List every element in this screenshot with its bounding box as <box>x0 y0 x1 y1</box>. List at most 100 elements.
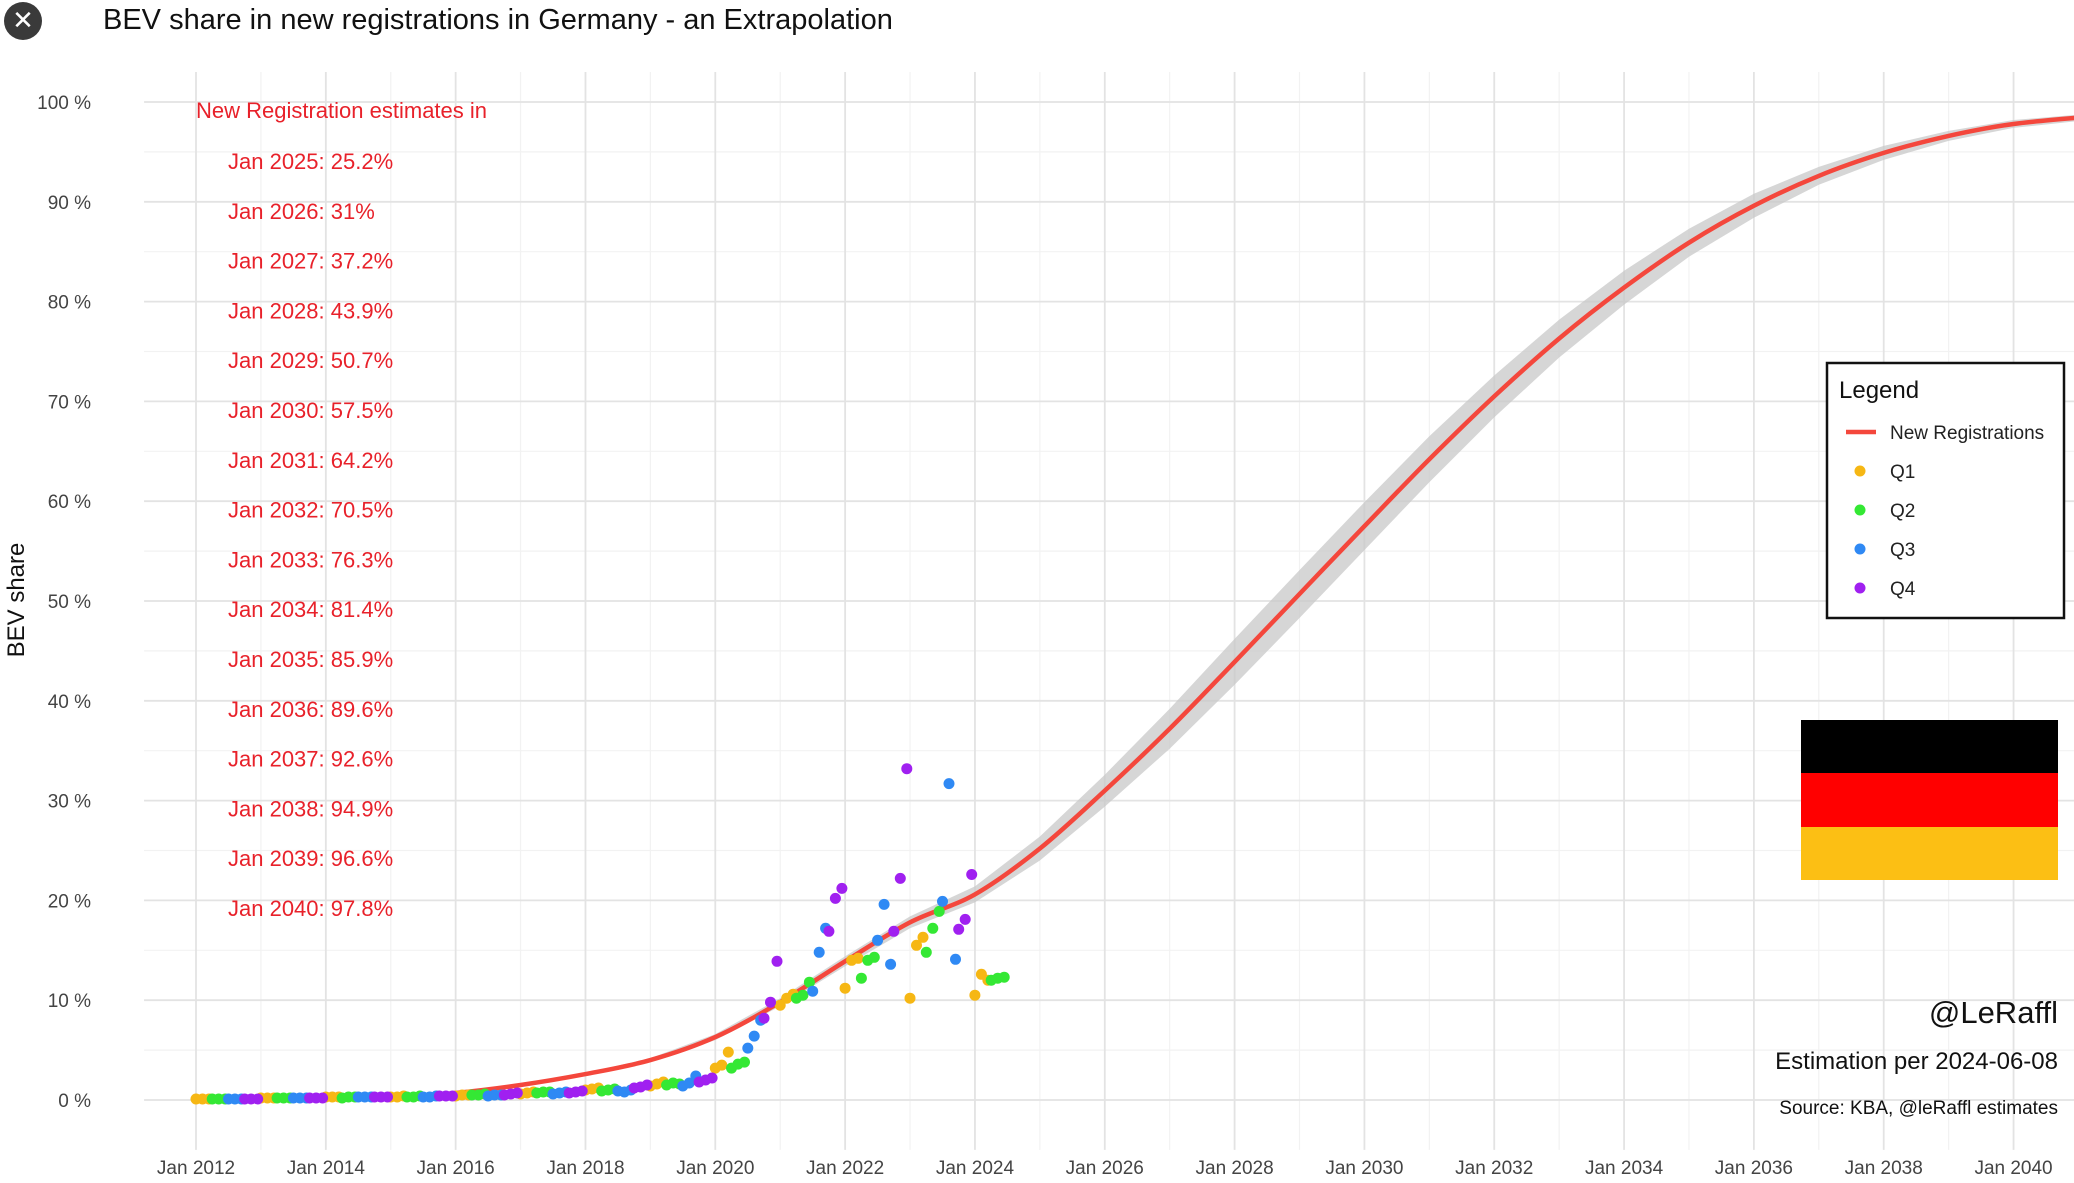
confidence-band <box>196 114 2074 1100</box>
x-tick-label: Jan 2032 <box>1455 1158 1533 1179</box>
y-tick-label: 40 % <box>48 692 91 713</box>
data-point-q4 <box>829 892 841 904</box>
x-tick-label: Jan 2012 <box>157 1158 235 1179</box>
x-axis-ticks: Jan 2012 Jan 2014 Jan 2016 Jan 2018 Jan 2020… <box>157 1158 2053 1179</box>
legend-key-point <box>1854 543 1866 555</box>
legend-key-point <box>1854 465 1866 477</box>
data-point-q4 <box>953 923 965 935</box>
y-tick-label: 100 % <box>37 93 91 114</box>
estimate-label: Jan 2033: 76.3% <box>228 547 393 572</box>
data-point-q4 <box>511 1087 523 1099</box>
estimate-label: Jan 2029: 50.7% <box>228 348 393 373</box>
data-point-q4 <box>706 1072 718 1084</box>
data-point-q4 <box>317 1092 329 1104</box>
legend-key-point <box>1854 582 1866 594</box>
data-points <box>190 763 1010 1105</box>
close-icon[interactable]: ✕ <box>12 5 34 35</box>
data-point-q3 <box>937 895 948 907</box>
data-point-q3 <box>742 1042 754 1054</box>
legend: Legend New Registrations Q1 Q2 Q3 Q4 <box>1825 361 2066 620</box>
y-tick-label: 10 % <box>48 991 91 1012</box>
data-point-q4 <box>823 925 835 937</box>
estimates-header: New Registration estimates in <box>196 98 487 123</box>
estimate-label: Jan 2028: 43.9% <box>228 298 393 323</box>
source-note: Source: KBA, @leRaffl estimates <box>1779 1098 2058 1119</box>
data-point-q2 <box>998 971 1010 983</box>
y-tick-label: 60 % <box>48 492 91 513</box>
estimate-label: Jan 2039: 96.6% <box>228 846 393 871</box>
data-point-q3 <box>683 1077 695 1089</box>
data-point-q1 <box>716 1059 728 1071</box>
grid <box>144 72 2074 1150</box>
data-point-q3 <box>807 985 819 997</box>
data-point-q4 <box>382 1091 393 1103</box>
data-point-q2 <box>797 989 809 1001</box>
x-tick-label: Jan 2038 <box>1845 1158 1923 1179</box>
confidence-band-area <box>196 114 2074 1100</box>
data-point-q2 <box>855 972 867 984</box>
data-point-q1 <box>852 952 864 964</box>
y-axis-label: BEV share <box>3 543 30 658</box>
estimate-label: Jan 2040: 97.8% <box>228 896 393 921</box>
x-tick-label: Jan 2024 <box>936 1158 1015 1179</box>
data-point-q3 <box>813 946 825 958</box>
y-tick-label: 70 % <box>48 392 91 413</box>
data-point-q3 <box>943 778 955 790</box>
data-point-q4 <box>641 1079 653 1091</box>
data-point-q1 <box>722 1046 734 1058</box>
x-tick-label: Jan 2036 <box>1715 1158 1793 1179</box>
close-button[interactable]: ✕ <box>4 2 42 40</box>
x-tick-label: Jan 2020 <box>676 1158 754 1179</box>
x-tick-label: Jan 2030 <box>1325 1158 1403 1179</box>
chart-title: BEV share in new registrations in German… <box>103 4 893 36</box>
data-point-q3 <box>872 934 884 946</box>
data-point-q1 <box>911 939 922 951</box>
data-point-q4 <box>771 955 783 967</box>
data-point-q3 <box>748 1030 760 1042</box>
data-point-q4 <box>901 763 913 775</box>
series-line-new-registrations <box>193 115 2074 1103</box>
legend-label: Q3 <box>1890 540 1915 561</box>
y-tick-label: 30 % <box>48 792 91 813</box>
estimate-label: Jan 2034: 81.4% <box>228 597 393 622</box>
y-tick-label: 20 % <box>48 891 91 912</box>
data-point-q4 <box>576 1085 588 1097</box>
estimate-label: Jan 2026: 31% <box>228 199 375 224</box>
estimation-date: Estimation per 2024-06-08 <box>1775 1048 2058 1075</box>
trend-line <box>193 115 2074 1103</box>
estimate-label: Jan 2038: 94.9% <box>228 796 393 821</box>
data-point-q2 <box>933 905 945 917</box>
data-point-q1 <box>917 931 929 943</box>
estimate-label: Jan 2027: 37.2% <box>228 249 393 274</box>
x-tick-label: Jan 2034 <box>1585 1158 1664 1179</box>
data-point-q4 <box>758 1012 770 1024</box>
data-point-q3 <box>885 958 897 970</box>
germany-flag <box>1801 720 2058 880</box>
estimate-label: Jan 2032: 70.5% <box>228 498 393 523</box>
y-tick-label: 0 % <box>58 1091 91 1112</box>
legend-label: Q2 <box>1890 501 1915 522</box>
data-point-q4 <box>252 1093 264 1105</box>
legend-label: Q1 <box>1890 462 1915 483</box>
data-point-q1 <box>904 992 916 1004</box>
estimate-label: Jan 2025: 25.2% <box>228 149 393 174</box>
data-point-q3 <box>950 953 961 965</box>
estimate-label: Jan 2037: 92.6% <box>228 747 393 772</box>
estimate-label: Jan 2036: 89.6% <box>228 697 393 722</box>
x-tick-label: Jan 2016 <box>417 1158 495 1179</box>
x-tick-label: Jan 2028 <box>1196 1158 1274 1179</box>
legend-key-point <box>1854 504 1866 516</box>
legend-label: Q4 <box>1890 579 1916 600</box>
estimate-label: Jan 2035: 85.9% <box>228 647 393 672</box>
estimates-list: Jan 2025: 25.2% Jan 2026: 31% Jan 2027: 37… <box>228 149 393 921</box>
data-point-q3 <box>878 898 890 910</box>
data-point-q4 <box>966 869 978 880</box>
x-tick-label: Jan 2040 <box>1974 1158 2052 1179</box>
estimate-label: Jan 2030: 57.5% <box>228 398 393 423</box>
data-point-q2 <box>868 951 880 963</box>
data-point-q2 <box>739 1056 750 1068</box>
legend-title: Legend <box>1839 377 1919 404</box>
legend-items: New Registrations Q1 Q2 Q3 Q4 <box>1846 423 2044 600</box>
flag-stripe-gold <box>1801 827 2058 880</box>
